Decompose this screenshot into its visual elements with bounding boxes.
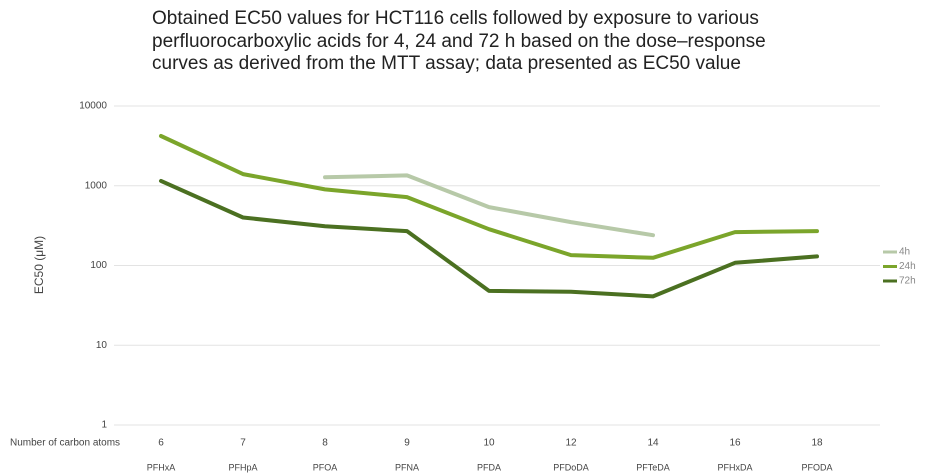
x-tick-number: 9: [404, 438, 410, 449]
chart-title: Obtained EC50 values for HCT116 cells fo…: [152, 8, 766, 74]
x-tick-label: PFOA: [313, 462, 338, 472]
x-tick-label: PFDoDA: [553, 462, 589, 472]
x-tick-label: PFDA: [477, 462, 501, 472]
x-tick-number: 10: [483, 438, 495, 449]
x-tick-label: PFHxDA: [717, 462, 752, 472]
x-tick-number: 18: [811, 438, 823, 449]
x-tick-number: 6: [158, 438, 164, 449]
x-tick-label: PFNA: [395, 462, 419, 472]
y-tick-label: 10: [96, 340, 108, 351]
legend-label: 4h: [899, 247, 910, 258]
x-row-label: Number of carbon atoms: [10, 438, 120, 449]
series-line: [323, 173, 655, 238]
x-tick-label: PFTeDA: [636, 462, 670, 472]
legend-label: 72h: [899, 276, 916, 287]
y-tick-label: 1: [101, 420, 107, 431]
y-axis-label: EC50 (μM): [32, 236, 46, 294]
y-tick-label: 1000: [85, 180, 108, 191]
y-tick-label: 10000: [79, 101, 107, 112]
y-tick-label: 100: [90, 260, 107, 271]
x-tick-label: PFODA: [801, 462, 832, 472]
x-tick-number: 16: [729, 438, 741, 449]
x-tick-number: 14: [647, 438, 659, 449]
x-tick-label: PFHpA: [228, 462, 257, 472]
x-tick-number: 7: [240, 438, 246, 449]
series-line: [159, 134, 819, 260]
x-tick-number: 12: [565, 438, 577, 449]
legend-label: 24h: [899, 261, 916, 272]
series-line: [159, 178, 819, 299]
x-tick-number: 8: [322, 438, 328, 449]
x-tick-label: PFHxA: [147, 462, 176, 472]
